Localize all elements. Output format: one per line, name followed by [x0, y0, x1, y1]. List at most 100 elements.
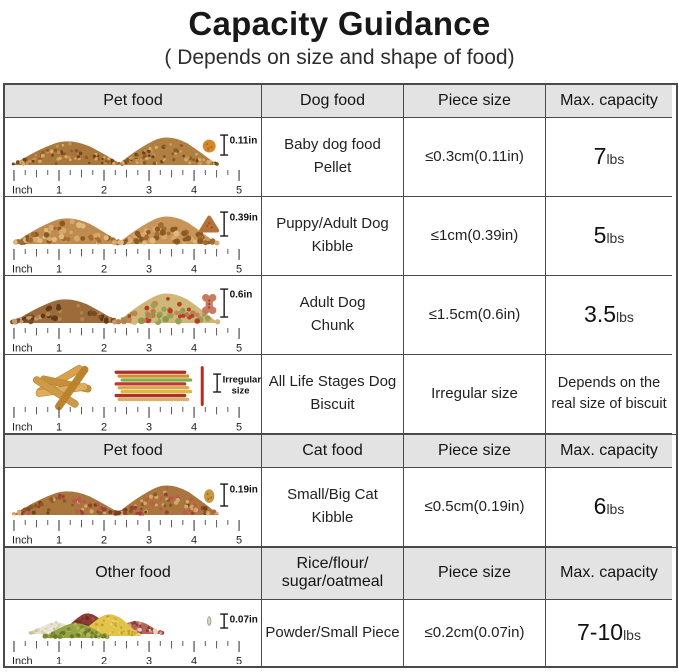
capacity-value: 6: [593, 493, 607, 520]
ruler-number: 3: [146, 655, 152, 664]
piece-size: ≤0.2cm(0.07in): [424, 624, 525, 642]
biscuit-sticks: [32, 364, 92, 411]
ruler-number: 3: [146, 342, 152, 353]
food-illustration: 0.6in Inch 1 2 3 4 5: [10, 288, 253, 353]
page: Capacity Guidance ( Depends on size and …: [0, 5, 679, 668]
capacity-unit: lbs: [606, 230, 625, 247]
ruler-number: 1: [56, 263, 62, 274]
ruler-number: 5: [236, 534, 242, 545]
food-name-cell: Small/Big Cat Kibble: [262, 467, 404, 547]
capacity-unit: lbs: [616, 309, 634, 326]
ruler-number: 2: [101, 184, 107, 195]
capacity-cell: 5 lbs: [546, 197, 672, 276]
biscuit-stick-icon: [200, 366, 204, 406]
ruler-number: 4: [191, 263, 197, 274]
ruler-number: 2: [101, 534, 107, 545]
food-name: Powder/Small Piece: [265, 623, 400, 641]
ruler: Inch 1 2 3 4 5: [12, 327, 242, 353]
ruler-number: 2: [101, 342, 107, 353]
ruler-number: 4: [191, 421, 197, 432]
piece-size-cell: Irregular size: [404, 354, 546, 434]
food-pile: [12, 218, 123, 246]
grain-icon: [207, 616, 212, 626]
table-header-row: Other food Rice/flour/ sugar/oatmeal Piece…: [5, 546, 676, 600]
capacity: 6 lbs: [594, 493, 625, 520]
header-cell-food-type: Rice/flour/ sugar/oatmeal: [262, 547, 404, 600]
header-cell-max-capacity: Max. capacity: [546, 434, 672, 468]
capacity: 5 lbs: [594, 222, 625, 249]
piece-size: Irregular size: [431, 385, 518, 403]
food-illustration-cell: 0.39in Inch 1 2 3 4 5: [5, 196, 262, 276]
header-cell-pet-food: Other food: [5, 547, 262, 600]
ruler-number: 5: [236, 263, 242, 274]
header-cell-max-capacity: Max. capacity: [546, 547, 672, 600]
food-pile: [117, 137, 219, 166]
ruler-unit-label: Inch: [12, 184, 33, 195]
food-name-cell: Adult Dog Chunk: [262, 275, 404, 355]
piece-size-cell: ≤1cm(0.39in): [404, 196, 546, 276]
food-name: All Life Stages Dog Biscuit: [268, 373, 397, 413]
food-name: Small/Big Cat Kibble: [287, 486, 378, 526]
capacity-value: 5: [593, 222, 607, 249]
capacity-cell: 7-10 lbs: [546, 600, 672, 666]
capacity-cell: 7 lbs: [546, 118, 672, 197]
header-cell-food-type: Cat food: [262, 434, 404, 468]
table-row: 0.19in Inch 1 2 3 4 5 Small/Big Cat Kibble ≤0.5c…: [5, 467, 676, 547]
page-title: Capacity Guidance: [188, 5, 491, 42]
food-pile: [11, 141, 124, 166]
food-name: Baby dog food Pellet: [284, 136, 381, 176]
food-pile: [11, 491, 123, 516]
ruler-unit-label: Inch: [12, 421, 33, 432]
food-illustration-cell: 0.11in Inch 1 2 3 4 5: [5, 117, 262, 197]
measure-bracket: 0.6in: [220, 288, 253, 318]
measure-label: 0.6in: [230, 290, 253, 301]
capacity-unit: lbs: [606, 501, 625, 518]
capacity-value: 7: [593, 143, 607, 170]
ruler-number: 1: [56, 342, 62, 353]
table-row: 0.07in Inch 1 2 3 4 5 Powder/Small Piece ≤0.2cm(…: [5, 599, 676, 666]
ruler-number: 4: [191, 342, 197, 353]
ruler: Inch 1 2 3 4 5: [12, 406, 242, 432]
piece-size: ≤0.5cm(0.19in): [424, 498, 525, 516]
food-pile: [117, 216, 220, 246]
food-illustration: 0.07in Inch 1 2 3 4 5: [12, 613, 258, 664]
capacity-note: Depends on the real size of biscuit: [551, 374, 667, 412]
ruler-number: 1: [56, 534, 62, 545]
header-cell-piece-size: Piece size: [404, 547, 546, 600]
table-row: 0.6in Inch 1 2 3 4 5 Adult Dog Chunk ≤1.5cm(0.6i…: [5, 275, 676, 355]
table-row: 0.11in Inch 1 2 3 4 5 Baby dog food Pellet ≤0.3c…: [5, 117, 676, 197]
piece-size: ≤1.5cm(0.6in): [428, 306, 521, 324]
food-illustration: 0.39in Inch 1 2 3 4 5: [12, 211, 258, 274]
ruler-number: 4: [191, 184, 197, 195]
ruler: Inch 1 2 3 4 5: [12, 169, 242, 195]
measure-bracket: 0.39in: [220, 211, 258, 237]
table-header-row: Pet food Cat food Piece size Max. capacity: [5, 433, 676, 468]
pellet-icon: [202, 139, 216, 153]
ruler-number: 5: [236, 655, 242, 664]
capacity-cell: 3.5 lbs: [546, 276, 672, 355]
food-pile: [115, 293, 221, 325]
food-illustration: 0.19in Inch 1 2 3 4 5: [11, 483, 258, 545]
ruler-number: 2: [101, 421, 107, 432]
ruler-number: 3: [146, 534, 152, 545]
ruler-number: 5: [236, 184, 242, 195]
header-cell-pet-food: Pet food: [5, 434, 262, 468]
food-illustration: Irregular size Inch 1 2 3 4 5: [12, 364, 261, 432]
ruler-number: 4: [191, 534, 197, 545]
measure-label: 0.07in: [230, 614, 258, 625]
ruler: Inch 1 2 3 4 5: [12, 248, 242, 274]
food-illustration: 0.11in Inch 1 2 3 4 5: [11, 134, 257, 195]
kibble-icon: [199, 215, 220, 233]
capacity: 3.5 lbs: [584, 301, 634, 328]
piece-size: ≤1cm(0.39in): [430, 227, 519, 245]
bone-icon: [202, 293, 217, 315]
ruler-unit-label: Inch: [12, 342, 33, 353]
food-name-cell: Puppy/Adult Dog Kibble: [262, 196, 404, 276]
cat-kibble-icon: [204, 489, 215, 503]
capacity-cell: 6 lbs: [546, 468, 672, 547]
ruler-number: 4: [191, 655, 197, 664]
piece-size-cell: ≤0.2cm(0.07in): [404, 599, 546, 666]
measure-bracket: Irregular size: [213, 373, 261, 396]
capacity: 7-10 lbs: [577, 619, 641, 646]
food-illustration-cell: 0.07in Inch 1 2 3 4 5: [5, 599, 262, 666]
